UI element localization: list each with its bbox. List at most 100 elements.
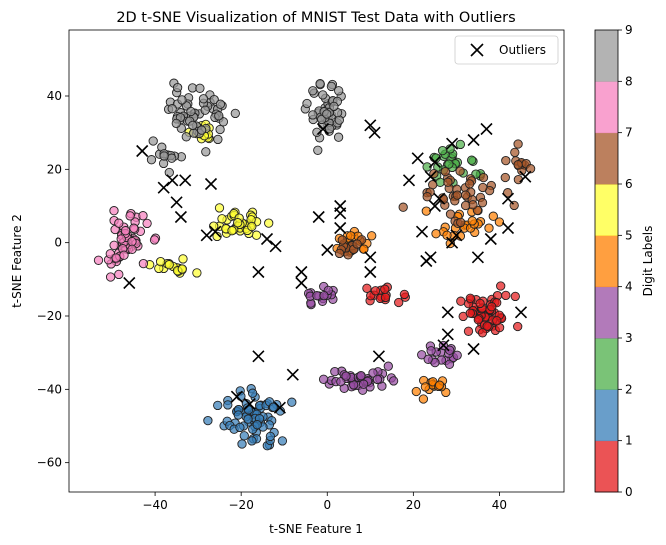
point-digit-5	[212, 231, 222, 242]
point-digit-1	[268, 402, 279, 412]
point-digit-6	[513, 160, 523, 170]
colorbar-segment	[595, 132, 618, 185]
point-digit-8	[213, 134, 223, 145]
legend-box	[454, 35, 559, 65]
outlier-marker	[519, 170, 532, 183]
point-digit-0	[380, 284, 390, 294]
point-digit-8	[334, 86, 344, 96]
point-digit-5	[164, 260, 174, 270]
point-digit-8	[313, 145, 323, 155]
point-digit-1	[243, 405, 254, 415]
point-digit-3	[426, 346, 436, 356]
outlier-marker	[424, 251, 437, 264]
outlier-marker	[123, 276, 136, 290]
point-digit-6	[503, 188, 513, 198]
point-digit-3	[423, 354, 433, 364]
colorbar-tick-label: 5	[625, 228, 633, 242]
outlier-marker	[372, 350, 385, 363]
legend: Outliers	[454, 35, 559, 65]
point-digit-8	[308, 86, 318, 96]
outlier-marker	[450, 229, 463, 242]
x-tick-label: 20	[406, 498, 421, 512]
outlier-marker	[179, 174, 192, 187]
point-digit-0	[465, 308, 475, 318]
colorbar-tick-label: 3	[625, 331, 633, 345]
colorbar-tick-label: 4	[625, 280, 633, 294]
point-digit-6	[513, 139, 523, 149]
y-tick-label: −60	[37, 456, 62, 470]
point-digit-3	[445, 345, 455, 355]
point-digit-1	[265, 431, 276, 442]
point-digit-3	[452, 350, 462, 360]
point-digit-8	[177, 95, 187, 105]
outlier-marker	[467, 133, 480, 147]
point-digit-8	[215, 124, 225, 135]
colorbar-segment	[595, 30, 618, 82]
point-digit-3	[356, 370, 366, 381]
point-digit-7	[125, 211, 135, 221]
outlier-marker	[252, 265, 265, 279]
point-digit-8	[215, 99, 226, 109]
point-digit-0	[492, 316, 502, 326]
colorbar-frame	[594, 29, 619, 493]
point-digit-5	[247, 221, 257, 232]
outlier-marker	[166, 174, 179, 187]
point-digit-2	[455, 139, 466, 150]
x-tick-label: −40	[142, 498, 167, 512]
point-digit-0	[394, 297, 404, 308]
colorbar-label: Digit Labels	[641, 226, 655, 297]
legend-outlier-marker	[470, 43, 484, 57]
point-digit-3	[341, 371, 351, 381]
point-digit-2	[437, 145, 448, 156]
point-digit-4	[431, 229, 441, 239]
point-digit-8	[333, 132, 344, 142]
point-digit-3	[358, 379, 369, 389]
point-digit-0	[465, 293, 475, 303]
point-digit-6	[501, 155, 511, 166]
point-digit-1	[243, 414, 253, 424]
outlier-marker	[170, 196, 183, 209]
colorbar-tick-label: 9	[625, 23, 633, 37]
point-digit-6	[464, 179, 475, 189]
point-digit-8	[329, 101, 339, 112]
outlier-marker	[260, 232, 274, 246]
point-digit-0	[362, 283, 372, 293]
x-tick-label: 0	[323, 498, 331, 512]
point-digit-6	[352, 239, 362, 249]
point-digit-4	[359, 244, 369, 254]
outlier-marker	[321, 243, 334, 257]
outlier-marker	[441, 328, 454, 341]
outlier-marker	[480, 122, 493, 136]
outlier-marker	[415, 225, 429, 238]
point-digit-6	[460, 200, 471, 211]
outlier-marker	[471, 251, 484, 264]
colorbar-segment	[595, 235, 618, 288]
point-digit-8	[318, 90, 328, 100]
point-digit-8	[315, 79, 325, 89]
point-digit-1	[233, 410, 243, 420]
colorbar-segment	[595, 389, 618, 442]
point-digit-0	[456, 296, 466, 306]
point-digit-5	[251, 230, 262, 240]
point-digit-7	[129, 223, 139, 233]
outlier-marker	[243, 397, 256, 411]
point-digit-6	[455, 166, 465, 176]
point-digit-8	[167, 104, 177, 114]
point-digit-6	[460, 190, 471, 200]
point-digit-5	[178, 254, 188, 264]
outlier-marker	[514, 306, 528, 319]
point-digit-8	[230, 108, 240, 119]
point-digit-0	[463, 326, 474, 336]
point-digit-8	[302, 98, 312, 109]
point-digit-4	[418, 394, 429, 404]
point-digit-7	[127, 236, 137, 247]
point-digit-8	[171, 118, 181, 129]
point-digit-6	[452, 190, 462, 200]
colorbar-segment	[595, 184, 618, 236]
point-digit-0	[513, 321, 523, 332]
point-digit-2	[444, 159, 454, 169]
point-digit-4	[484, 223, 494, 233]
y-tick-label: 40	[47, 89, 62, 103]
colorbar-tick-label: 8	[625, 74, 633, 88]
